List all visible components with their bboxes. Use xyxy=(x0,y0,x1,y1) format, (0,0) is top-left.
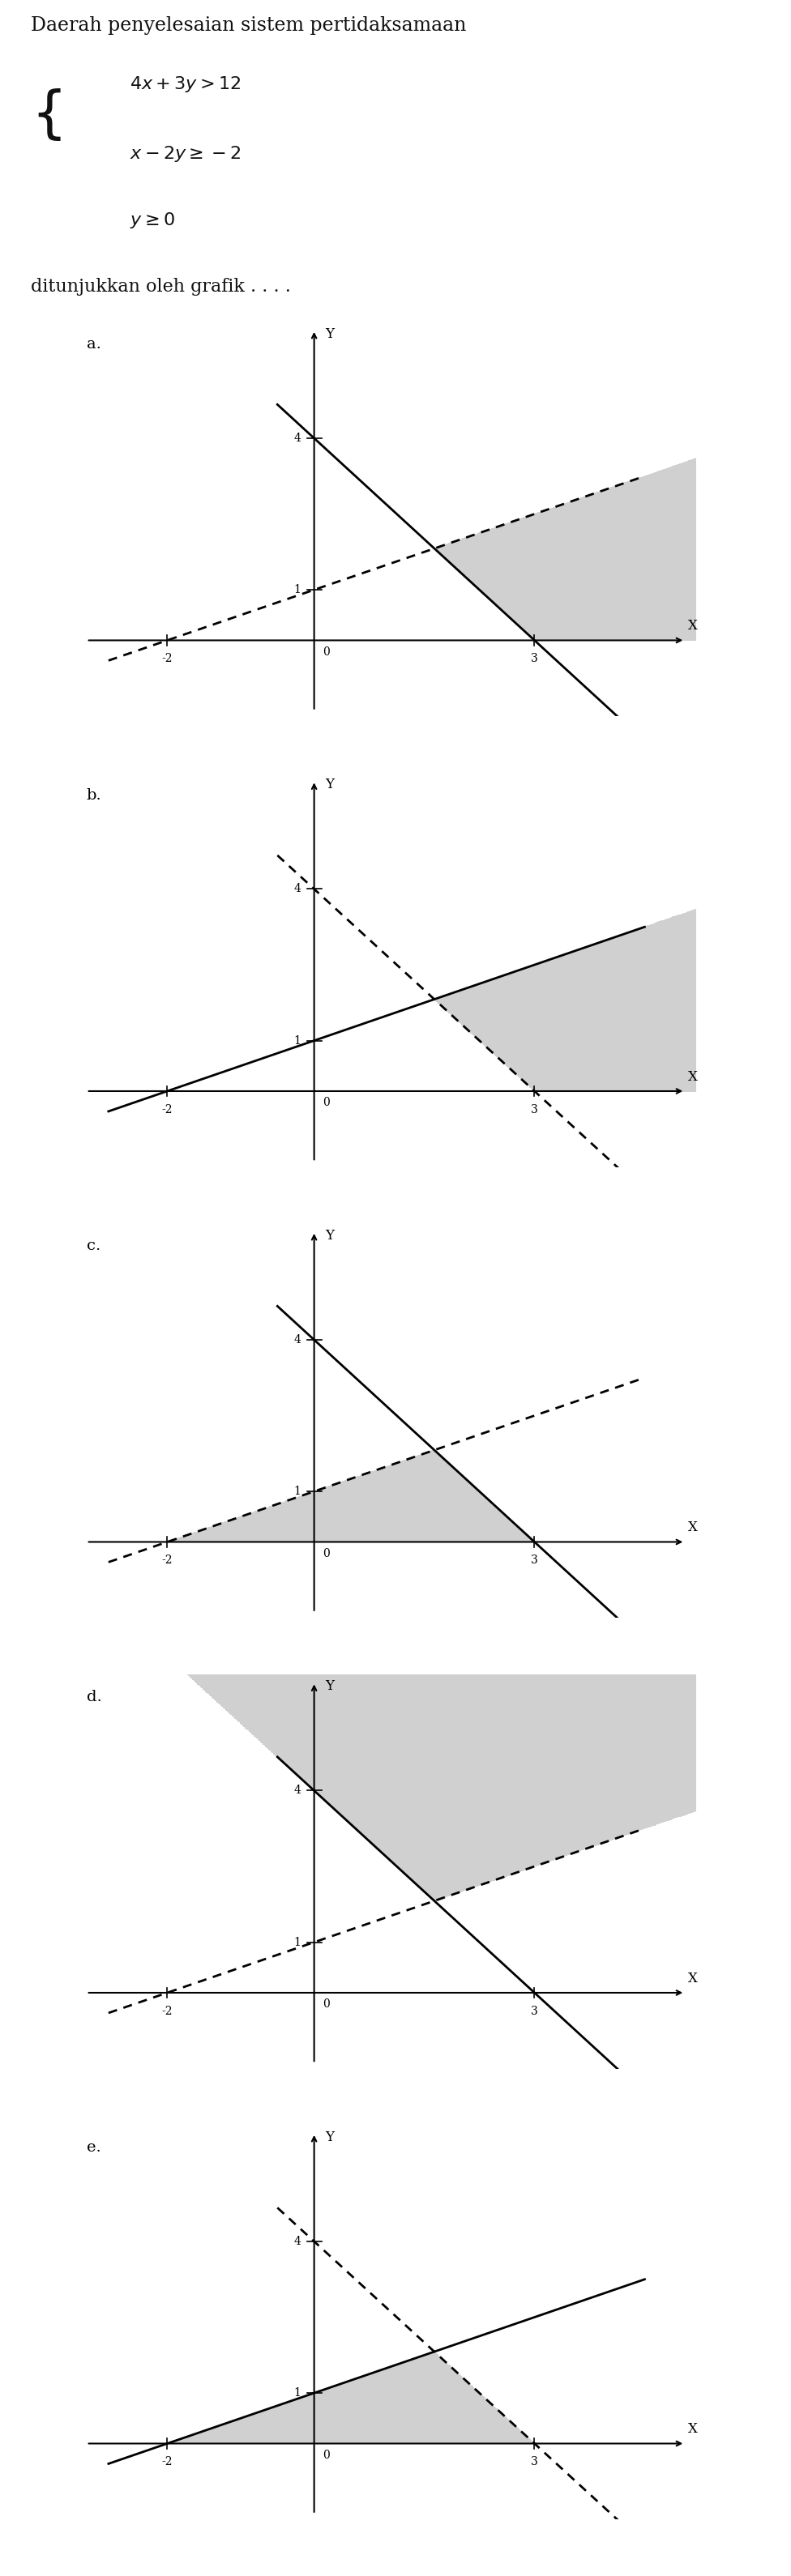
Text: e.: e. xyxy=(86,2141,100,2156)
Text: $\{$: $\{$ xyxy=(31,85,62,142)
Text: 1: 1 xyxy=(293,1937,301,1947)
Text: Y: Y xyxy=(325,2130,334,2143)
Text: Y: Y xyxy=(325,327,334,340)
Text: 4: 4 xyxy=(293,884,301,894)
Text: 1: 1 xyxy=(293,1486,301,1497)
Text: 3: 3 xyxy=(531,2455,538,2468)
Text: -2: -2 xyxy=(162,1103,172,1115)
Text: 3: 3 xyxy=(531,2004,538,2017)
Text: 1: 1 xyxy=(293,585,301,595)
Text: a.: a. xyxy=(86,337,101,353)
Text: X: X xyxy=(687,1971,697,1986)
Text: 4: 4 xyxy=(293,1785,301,1795)
Text: 0: 0 xyxy=(323,1999,330,2009)
Text: Daerah penyelesaian sistem pertidaksamaan: Daerah penyelesaian sistem pertidaksamaa… xyxy=(31,15,467,36)
Text: 0: 0 xyxy=(323,647,330,657)
Text: Y: Y xyxy=(325,1229,334,1242)
Text: 3: 3 xyxy=(531,1553,538,1566)
Text: 3: 3 xyxy=(531,652,538,665)
Text: d.: d. xyxy=(86,1690,101,1705)
Text: ditunjukkan oleh grafik . . . .: ditunjukkan oleh grafik . . . . xyxy=(31,278,291,296)
Text: X: X xyxy=(687,2421,697,2437)
Text: -2: -2 xyxy=(162,652,172,665)
Text: $y \geq 0$: $y \geq 0$ xyxy=(130,211,175,229)
Text: b.: b. xyxy=(86,788,101,804)
Text: -2: -2 xyxy=(162,2004,172,2017)
Text: 1: 1 xyxy=(293,1036,301,1046)
Text: $4x + 3y > 12$: $4x + 3y > 12$ xyxy=(130,75,241,93)
Text: $x - 2y \geq -2$: $x - 2y \geq -2$ xyxy=(130,144,240,162)
Text: 0: 0 xyxy=(323,1548,330,1558)
Text: -2: -2 xyxy=(162,1553,172,1566)
Text: 1: 1 xyxy=(293,2388,301,2398)
Text: Y: Y xyxy=(325,778,334,791)
Text: 4: 4 xyxy=(293,2236,301,2246)
Text: 4: 4 xyxy=(293,433,301,443)
Text: X: X xyxy=(687,618,697,634)
Text: Y: Y xyxy=(325,1680,334,1692)
Text: X: X xyxy=(687,1069,697,1084)
Text: 4: 4 xyxy=(293,1334,301,1345)
Text: 0: 0 xyxy=(323,2450,330,2460)
Text: X: X xyxy=(687,1520,697,1535)
Text: 3: 3 xyxy=(531,1103,538,1115)
Text: -2: -2 xyxy=(162,2455,172,2468)
Text: 0: 0 xyxy=(323,1097,330,1108)
Text: c.: c. xyxy=(86,1239,100,1255)
